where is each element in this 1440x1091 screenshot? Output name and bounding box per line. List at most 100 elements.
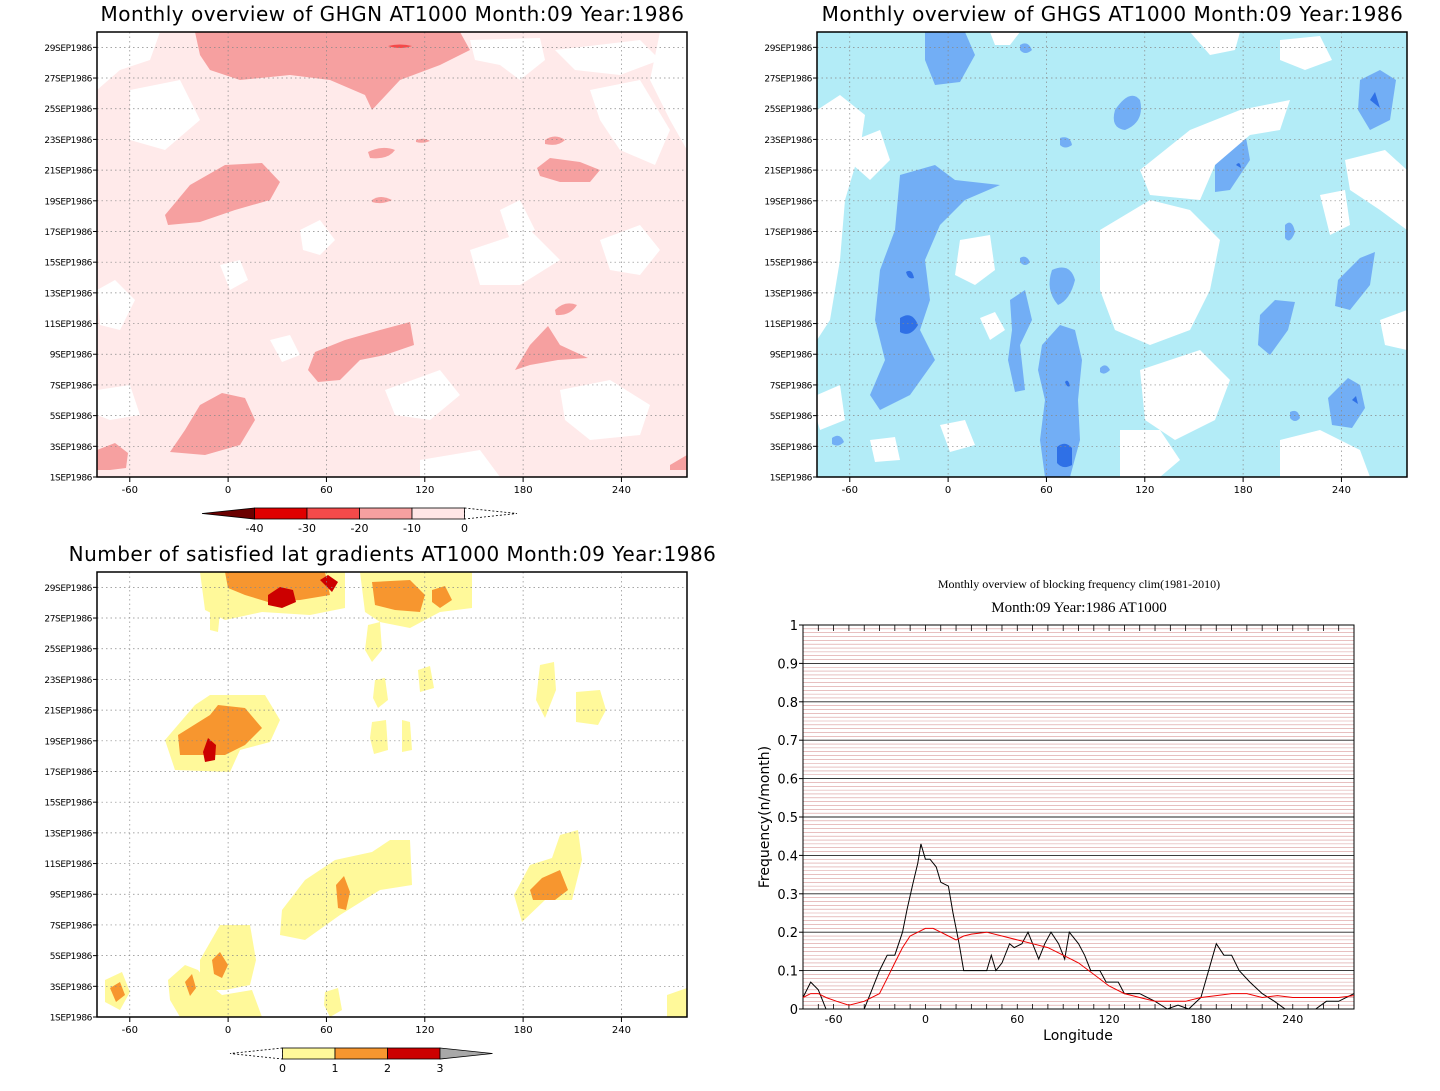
contour-region (97, 280, 135, 330)
contour-region (1100, 200, 1220, 345)
colorbar-arrow (201, 507, 255, 520)
y-tick-label: 19SEP1986 (44, 737, 92, 747)
y-tick-label: 23SEP1986 (44, 136, 92, 146)
contour-fields (817, 32, 1407, 477)
y-tick-label: 0.3 (777, 888, 798, 903)
y-tick-label: 25SEP1986 (44, 645, 92, 655)
contour-region (336, 876, 350, 910)
chart-xlabel: Longitude (1043, 1028, 1113, 1044)
contour-region (1370, 92, 1380, 108)
colorbar-label: 0 (279, 1062, 286, 1075)
y-tick-label: 5SEP1986 (50, 412, 93, 422)
colorbar: 0 1 2 3 (229, 1047, 493, 1075)
chart-subtitle: Month:09 Year:1986 AT1000 (991, 600, 1166, 616)
contour-region (165, 163, 280, 225)
contour-region (853, 130, 890, 180)
y-tick-label: 7SEP1986 (50, 921, 93, 931)
contour-region (418, 666, 434, 692)
plot-frame (816, 31, 1408, 478)
contour-region (385, 370, 460, 420)
colorbar-swatch (306, 507, 360, 520)
y-tick-label: 3SEP1986 (50, 443, 93, 453)
contour-region (1100, 365, 1110, 374)
contour-region (900, 315, 918, 334)
series-line-red (802, 927, 1355, 1006)
contour-region (1008, 290, 1032, 392)
y-tick-label: 7SEP1986 (770, 381, 813, 391)
contour-region (178, 705, 262, 755)
contour-region (300, 220, 335, 255)
contour-region (1236, 163, 1241, 168)
colorbar-swatch (254, 507, 308, 520)
y-tick-label: 1SEP1986 (50, 1014, 93, 1024)
y-tick-label: 11SEP1986 (44, 860, 92, 870)
contour-region (590, 80, 670, 165)
contour-region (1140, 100, 1290, 200)
contour-region (906, 270, 914, 279)
colorbar-swatch (359, 507, 413, 520)
contour-region (170, 393, 255, 455)
contour-region (1335, 252, 1375, 310)
contour-region (1020, 256, 1030, 265)
map-background (97, 572, 687, 1017)
y-tick-label: 27SEP1986 (764, 75, 812, 85)
y-tick-label: 25SEP1986 (44, 105, 92, 115)
contour-region (210, 612, 220, 632)
y-tick-label: 27SEP1986 (44, 75, 92, 85)
x-tick-label: -60 (825, 1013, 843, 1026)
contour-region (1328, 378, 1365, 428)
ghgs-map-plot: -60 0 60 120 180 240 1SEP1986 3SEP1986 5SEP1986 7… (764, 31, 1408, 496)
y-tick-label: 17SEP1986 (44, 228, 92, 238)
x-tick-label: 0 (225, 485, 231, 496)
contour-region (268, 587, 296, 608)
ghgs-title: Monthly overview of GHGS AT1000 Month:09… (821, 2, 1404, 26)
y-tick-label: 11SEP1986 (764, 320, 812, 330)
contour-region (1280, 430, 1370, 477)
colorbar-swatch (411, 507, 465, 520)
contour-region (555, 303, 577, 316)
contour-region (817, 95, 865, 340)
y-tick-label: 0.5 (777, 811, 798, 826)
x-tick-label: 120 (1135, 485, 1154, 496)
x-tick-label: 120 (415, 1025, 434, 1036)
y-tick-label: 21SEP1986 (44, 167, 92, 177)
colorbar-label: -30 (298, 522, 316, 535)
contour-region (270, 335, 300, 362)
chart-title: Monthly overview of blocking frequency c… (938, 577, 1220, 591)
contour-region (368, 147, 395, 159)
y-tick-label: 9SEP1986 (50, 351, 93, 361)
contour-region (817, 385, 845, 430)
contour-region (576, 690, 606, 725)
y-tick-label: 0.2 (777, 926, 798, 941)
colorbar-swatch (387, 1047, 441, 1060)
contour-region (925, 32, 975, 85)
contour-region (320, 575, 338, 592)
contour-region (1113, 95, 1141, 130)
contour-region (402, 720, 412, 752)
y-tick-label: 15SEP1986 (44, 259, 92, 269)
y-tick-label: 0.8 (777, 696, 798, 711)
contour-region (1258, 300, 1295, 355)
y-tick-label: 5SEP1986 (770, 412, 813, 422)
major-gridlines (803, 662, 1354, 972)
gradients-panel: Number of satisfied lat gradients AT1000… (0, 540, 720, 1091)
series-line-black (802, 843, 1355, 1010)
contour-region (536, 662, 556, 718)
ghgn-title: Monthly overview of GHGN AT1000 Month:09… (100, 2, 685, 26)
contour-region (470, 38, 545, 80)
contour-region (537, 158, 600, 182)
contour-region (470, 230, 560, 285)
contour-region (1320, 190, 1350, 235)
x-tick-label: 180 (1190, 1013, 1211, 1026)
x-tick-label: 120 (415, 485, 434, 496)
contour-region (1065, 380, 1070, 387)
contour-region (530, 870, 568, 900)
y-tick-label: 0.4 (777, 849, 798, 864)
colorbar-swatch (334, 1047, 388, 1060)
colorbar-label: -40 (246, 522, 264, 535)
contour-fields (105, 572, 687, 1017)
y-tick-label: 15SEP1986 (44, 799, 92, 809)
contour-region (1049, 267, 1075, 305)
x-tick-label: 0 (922, 1013, 929, 1026)
contour-region (955, 235, 995, 285)
